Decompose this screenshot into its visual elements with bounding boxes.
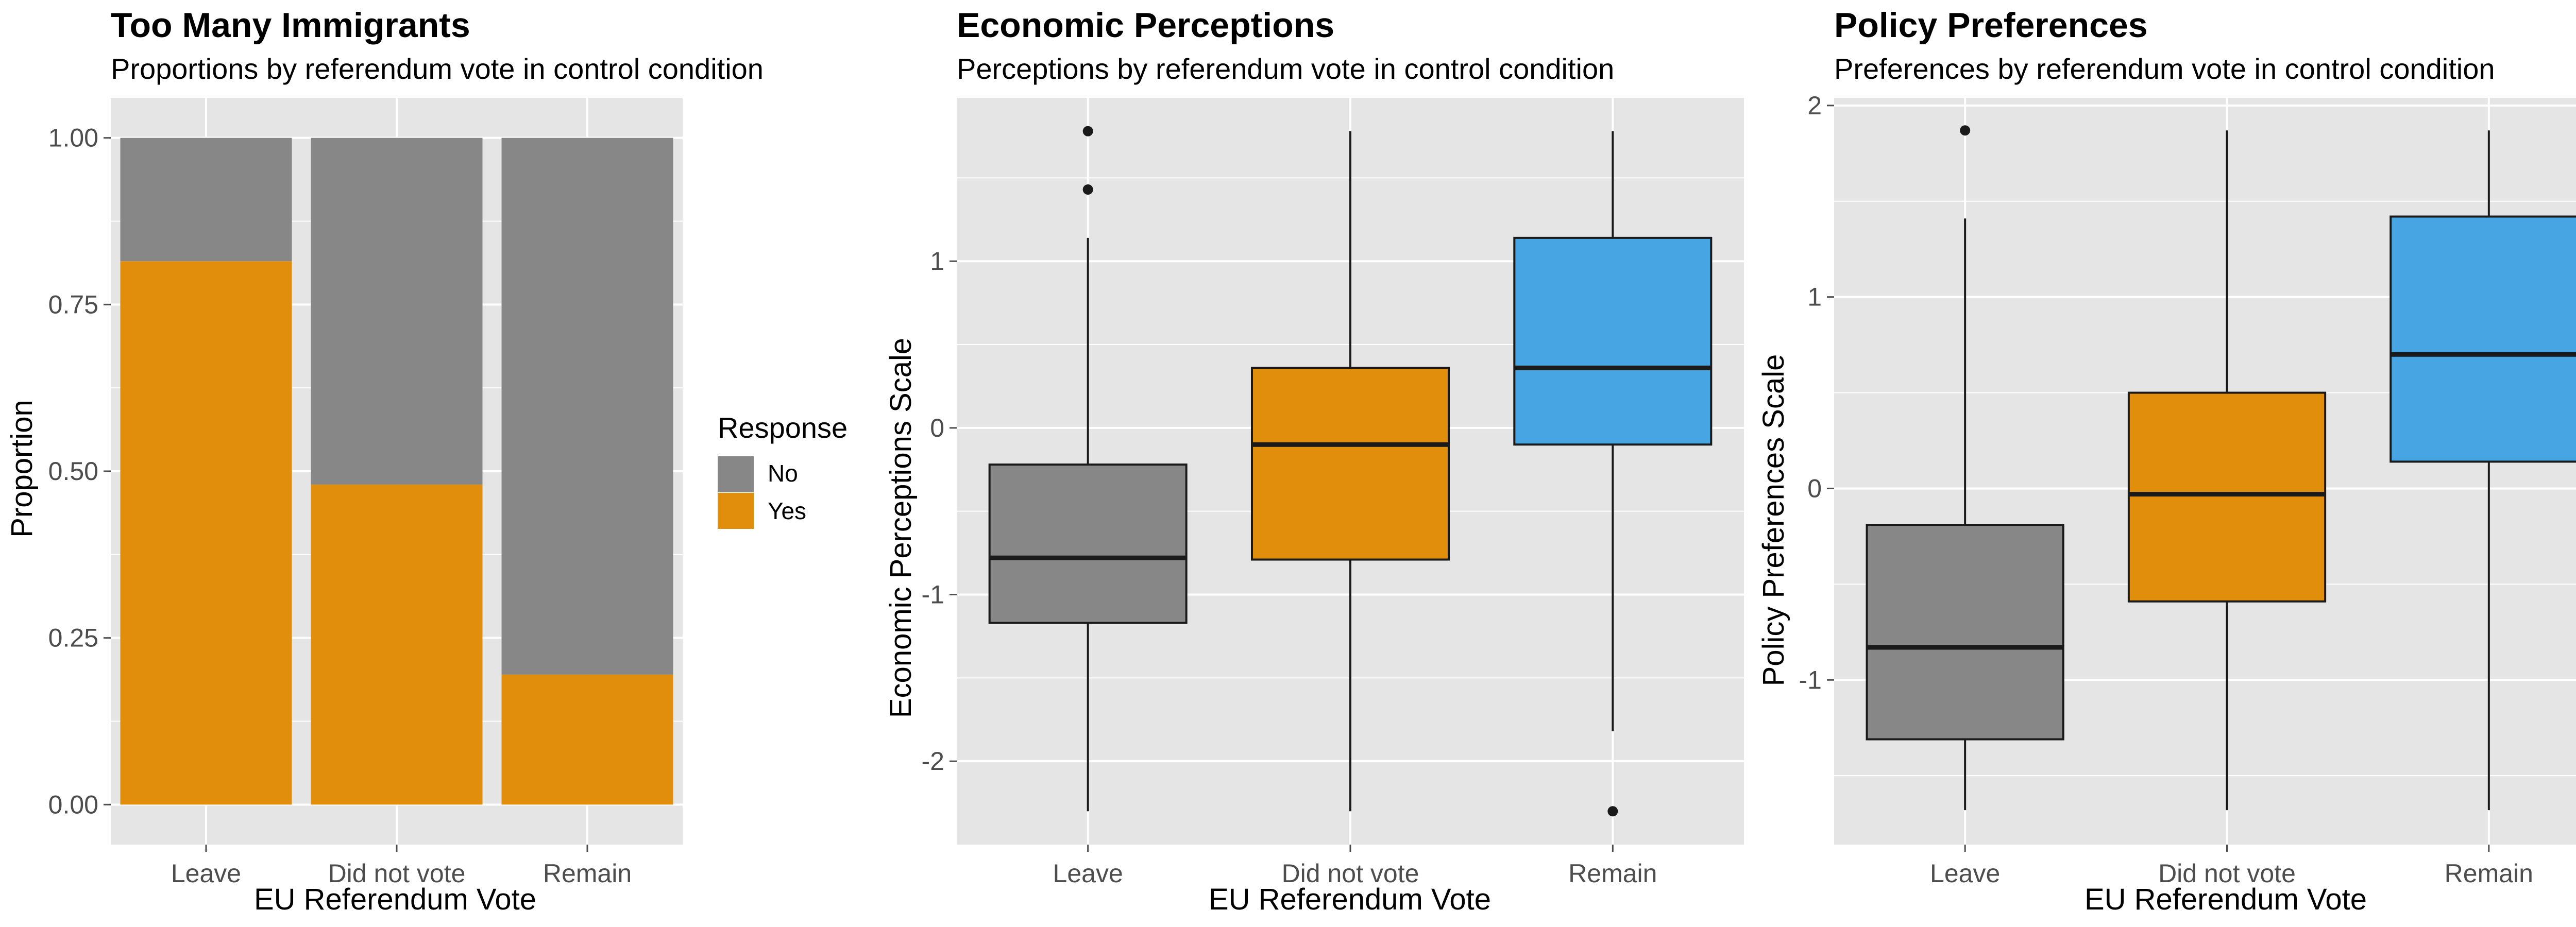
y-axis-label: Economic Perceptions Scale (884, 338, 918, 718)
y-tick-label: 2 (1807, 91, 1822, 120)
legend: Response No Yes (718, 411, 848, 529)
box-iqr (988, 464, 1188, 624)
bar-yes-leave (120, 261, 292, 805)
y-tick-label: 0 (930, 414, 944, 442)
x-tick-label: Did not vote (1282, 859, 1419, 888)
y-tick-label: 1 (930, 247, 944, 276)
legend-label-yes: Yes (768, 497, 806, 524)
chart-title: Too Many Immigrants (111, 6, 470, 45)
y-tick-label: 0.25 (48, 624, 98, 653)
bar-yes-did-not-vote (311, 484, 483, 805)
chart-title: Policy Preferences (1834, 6, 2148, 45)
legend-swatch-yes (718, 493, 754, 529)
box-iqr (2127, 391, 2327, 603)
bar-yes-remain (501, 674, 673, 805)
x-tick-label: Leave (1053, 859, 1123, 888)
box-iqr (1513, 236, 1713, 446)
y-tick-label: -1 (922, 580, 944, 609)
panel-economic-perceptions: Economic Perceptions Perceptions by refe… (884, 6, 1744, 916)
y-tick-label: 0 (1807, 474, 1822, 503)
box-iqr (1866, 524, 2064, 741)
x-tick-label: Remain (543, 859, 632, 888)
bar-no-leave (120, 138, 292, 262)
x-tick-label: Did not vote (2158, 859, 2296, 888)
plot-area-economic-perceptions: -2 -1 0 1 Leave Did not vote Remain (922, 98, 1744, 888)
legend-title: Response (718, 411, 848, 444)
outlier-point (1607, 806, 1618, 817)
chart-subtitle: Preferences by referendum vote in contro… (1834, 53, 2495, 85)
chart-subtitle: Perceptions by referendum vote in contro… (957, 53, 1614, 85)
chart-subtitle: Proportions by referendum vote in contro… (111, 53, 764, 85)
x-tick-label: Leave (1930, 859, 2000, 888)
y-tick-label: 1 (1807, 283, 1822, 312)
outlier-point (1960, 125, 1971, 136)
box-iqr (1251, 367, 1450, 561)
x-axis-label: EU Referendum Vote (254, 883, 536, 916)
box-iqr (2389, 215, 2576, 463)
x-tick-label: Remain (2445, 859, 2533, 888)
x-axis-label: EU Referendum Vote (2084, 883, 2367, 916)
outlier-point (1082, 126, 1093, 136)
panel-immigrants: Too Many Immigrants Proportions by refer… (5, 6, 764, 916)
chart-title: Economic Perceptions (957, 6, 1334, 45)
plot-area-immigrants: 0.00 0.25 0.50 0.75 1.00 Leave Did not vote Rem… (48, 98, 683, 888)
x-tick-label: Remain (1568, 859, 1657, 888)
y-tick-label: 0.75 (48, 290, 98, 319)
y-tick-label: -2 (922, 747, 944, 776)
x-axis-label: EU Referendum Vote (1209, 883, 1491, 916)
legend-swatch-no (718, 456, 754, 492)
y-axis-label: Policy Preferences Scale (1757, 354, 1790, 686)
x-tick-label: Leave (171, 859, 241, 888)
plot-area-policy-preferences: -1 0 1 2 Leave Did not vote Remain (1799, 91, 2576, 888)
y-tick-label: -1 (1799, 665, 1822, 694)
y-tick-label: 1.00 (48, 124, 98, 152)
y-axis-label: Proportion (5, 400, 39, 538)
outlier-point (1082, 184, 1093, 195)
bar-no-did-not-vote (311, 138, 483, 485)
y-tick-label: 0.00 (48, 790, 98, 819)
legend-label-no: No (768, 460, 798, 487)
y-tick-label: 0.50 (48, 457, 98, 486)
panel-policy-preferences: Policy Preferences Preferences by refere… (1757, 6, 2576, 916)
x-tick-label: Did not vote (328, 859, 466, 888)
bar-no-remain (501, 138, 673, 675)
